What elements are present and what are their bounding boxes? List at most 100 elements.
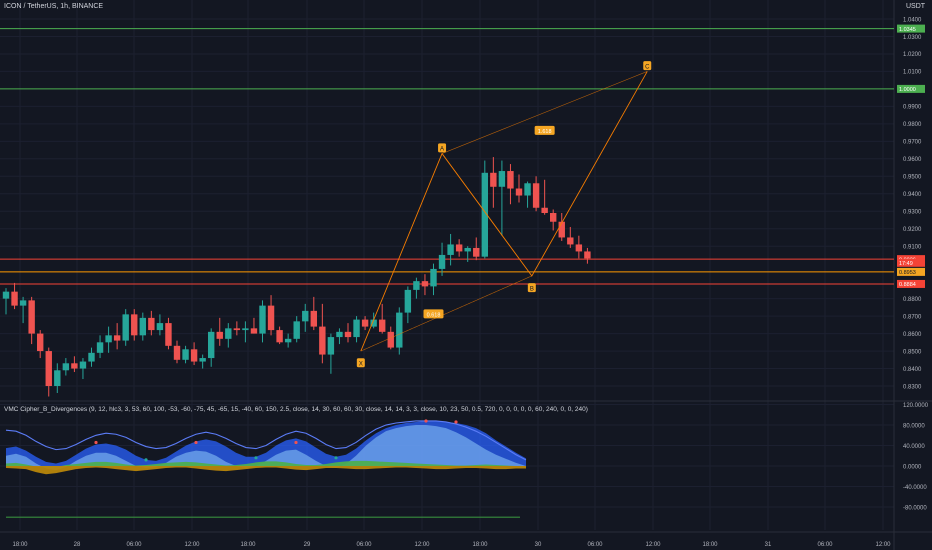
oscillator-marker-green (254, 456, 258, 460)
price-tag-bg (897, 279, 925, 288)
candle-body (19, 300, 27, 306)
pattern-point-label-bg (438, 143, 447, 153)
price-axis-tick: 0.8800 (903, 297, 922, 303)
time-axis-label: 18:00 (472, 542, 488, 548)
candle-body (259, 305, 266, 334)
time-axis-label: 18:00 (240, 542, 256, 548)
candle-body (379, 319, 386, 332)
pattern-xb-line (360, 275, 532, 352)
pattern-ratio-label-bg (423, 309, 444, 319)
price-tag-green: 1.0000 (899, 87, 916, 93)
price-axis: 1.0400 1.0300 1.0200 1.0100 0.9900 0.9800 0.97… (897, 17, 925, 390)
candle-body (404, 289, 412, 313)
pattern-point-label-bg (527, 283, 536, 293)
candle-body (122, 314, 129, 341)
symbol-title[interactable]: ICON / TetherUS, 1h, BINANCE (4, 3, 104, 10)
candle-body (413, 281, 420, 290)
oscillator-light-area (6, 425, 526, 471)
candle-body (284, 338, 292, 343)
pattern-point-label: X (359, 361, 363, 367)
time-axis-label: 06:00 (356, 542, 372, 548)
candle-body (370, 319, 377, 327)
candle-body (575, 244, 583, 252)
candle-body (327, 337, 335, 355)
oscillator-axis-tick: 0.0000 (903, 464, 922, 470)
candle-body (344, 331, 352, 338)
pattern-point-label-bg (356, 358, 365, 368)
oscillator-axis-tick: -40.0000 (903, 485, 927, 491)
candle-body (276, 330, 283, 343)
candle-body (54, 370, 61, 387)
candle-body (62, 363, 70, 371)
oscillator-marker-red (194, 440, 198, 445)
candle-body (447, 244, 454, 255)
price-axis-tick: 0.8700 (903, 314, 922, 320)
candle-body (156, 323, 164, 331)
oscillator-marker-green (334, 456, 338, 460)
candle-body (173, 345, 181, 360)
harmonic-pattern: X A B C 0.618 1.618 (356, 61, 652, 368)
time-axis-label: 12:00 (875, 542, 891, 548)
oscillator-marker-red (294, 440, 298, 445)
candle-body (45, 351, 52, 387)
oscillator-axis-tick: 120.0000 (903, 403, 929, 409)
pattern-leg-line (360, 71, 648, 352)
candle-body (490, 172, 497, 187)
price-tag-green: 1.0345 (899, 27, 916, 33)
price-axis-tick: 0.9300 (903, 210, 922, 216)
candle-body (302, 310, 309, 322)
candle-body (438, 254, 446, 269)
candle-body (148, 317, 155, 331)
candle-body (396, 312, 403, 348)
candle-body (225, 328, 232, 339)
pattern-ratio-label: 1.618 (538, 129, 552, 135)
candle-body (421, 281, 429, 287)
candle-body (105, 335, 112, 343)
time-axis-label: 29 (304, 542, 311, 548)
price-axis-tick: 1.0100 (903, 70, 922, 76)
price-axis-tick: 0.9200 (903, 227, 922, 233)
price-axis-tick: 0.8300 (903, 384, 922, 390)
time-axis-label: 12:00 (645, 542, 661, 548)
indicator-title[interactable]: VMC Cipher_B_Divergences (9, 12, hlc3, 3… (4, 406, 588, 413)
pattern-point-label: C (645, 64, 650, 70)
candle-body (473, 247, 480, 257)
candle-body (481, 172, 488, 257)
candles (2, 157, 591, 397)
price-axis-tick: 0.9100 (903, 244, 922, 250)
candle-body (208, 331, 215, 359)
price-axis-tick: 0.9500 (903, 175, 922, 181)
candle-body (267, 305, 275, 331)
price-tag-orange: 0.8953 (899, 270, 916, 276)
candle-body (541, 207, 548, 213)
candle-body (550, 212, 557, 222)
price-axis-tick: 0.9400 (903, 192, 922, 198)
oscillator-marker-red (94, 440, 98, 445)
price-axis-tick: 0.8600 (903, 332, 922, 338)
pattern-point-label-bg (643, 61, 652, 71)
oscillator-marker-red (424, 419, 428, 423)
candle-body (2, 291, 10, 299)
grid-lines (0, 0, 894, 530)
oscillator-axis-tick: -80.0000 (903, 505, 927, 511)
time-axis-label: 18:00 (12, 542, 28, 548)
price-axis-tick: 0.8500 (903, 349, 922, 355)
time-axis-label: 28 (74, 542, 81, 548)
time-axis-label: 06:00 (126, 542, 142, 548)
price-axis-tick: 0.8400 (903, 367, 922, 373)
time-axis-label: 18:00 (702, 542, 718, 548)
time-axis-label: 12:00 (184, 542, 200, 548)
price-axis-tick: 0.9700 (903, 140, 922, 146)
candle-body (336, 331, 343, 338)
price-tag-bg (897, 258, 925, 267)
price-axis-tick: 1.0400 (903, 17, 922, 23)
price-axis-tick: 1.0200 (903, 52, 922, 58)
pattern-ratio-label-bg (534, 125, 555, 135)
price-tag-bg (897, 24, 925, 33)
currency-label: USDT (906, 3, 926, 10)
candle-body (361, 319, 369, 327)
candle-body (558, 221, 565, 238)
candle-body (11, 291, 18, 306)
candle-body (532, 183, 540, 208)
